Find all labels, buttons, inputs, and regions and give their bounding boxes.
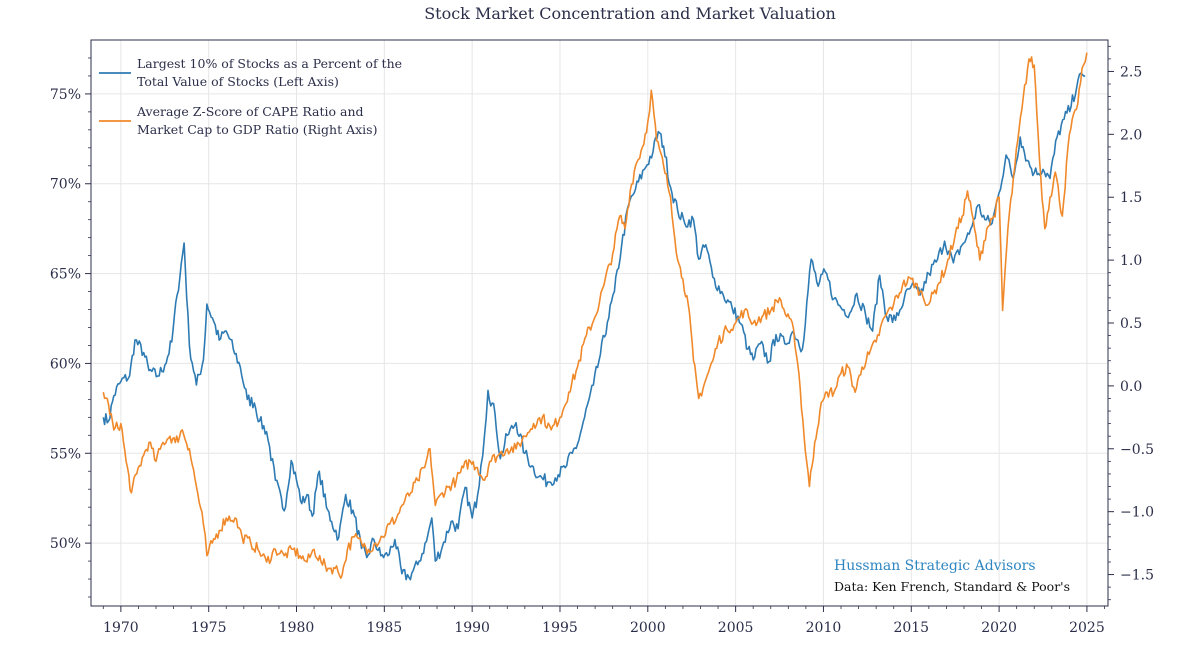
right-tick-label: −1.5 bbox=[1120, 568, 1154, 584]
left-tick-label: 55% bbox=[50, 446, 81, 462]
left-tick-label: 75% bbox=[50, 87, 81, 103]
x-tick-label: 2005 bbox=[718, 620, 754, 636]
right-tick-label: 0.5 bbox=[1120, 316, 1142, 332]
x-tick-label: 2000 bbox=[630, 620, 666, 636]
x-tick-label: 1990 bbox=[454, 620, 490, 636]
left-tick-label: 70% bbox=[50, 177, 81, 193]
right-tick-label: −0.5 bbox=[1120, 442, 1154, 458]
right-tick-label: 1.0 bbox=[1120, 253, 1142, 269]
x-tick-label: 1995 bbox=[542, 620, 578, 636]
x-tick-label: 1975 bbox=[191, 620, 227, 636]
grid bbox=[91, 40, 1108, 606]
x-tick-label: 1980 bbox=[279, 620, 315, 636]
x-tick-label: 2010 bbox=[806, 620, 842, 636]
x-tick-label: 2025 bbox=[1069, 620, 1105, 636]
x-axis: 1970 1975 1980 1985 1990 1995 2000 2005 2010 2015… bbox=[102, 606, 1105, 636]
series-layer bbox=[102, 52, 1088, 581]
right-tick-label: 2.5 bbox=[1120, 64, 1142, 80]
legend-label: Market Cap to GDP Ratio (Right Axis) bbox=[137, 122, 377, 137]
right-tick-label: 1.5 bbox=[1120, 190, 1142, 206]
legend-label: Average Z-Score of CAPE Ratio and bbox=[136, 104, 364, 119]
left-axis: 50% 55% 60% 65% 70% 75% bbox=[50, 57, 91, 598]
legend: Largest 10% of Stocks as a Percent of th… bbox=[99, 56, 402, 137]
right-axis: −1.5 −1.0 −0.5 0.0 0.5 1.0 1.5 2.0 2.5 bbox=[1108, 45, 1154, 601]
chart-title: Stock Market Concentration and Market Va… bbox=[424, 4, 836, 23]
x-tick-label: 1970 bbox=[103, 620, 139, 636]
credit-source: Data: Ken French, Standard & Poor's bbox=[834, 579, 1070, 594]
series-line-concentration bbox=[102, 72, 1086, 581]
credit-brand: Hussman Strategic Advisors bbox=[834, 558, 1036, 574]
left-tick-label: 50% bbox=[50, 536, 81, 552]
right-tick-label: −1.0 bbox=[1120, 505, 1154, 521]
series-line-valuation bbox=[102, 52, 1088, 579]
right-tick-label: 2.0 bbox=[1120, 127, 1142, 143]
legend-label: Largest 10% of Stocks as a Percent of th… bbox=[137, 56, 402, 71]
left-tick-label: 60% bbox=[50, 356, 81, 372]
x-tick-label: 2020 bbox=[981, 620, 1017, 636]
left-tick-label: 65% bbox=[50, 267, 81, 283]
right-tick-label: 0.0 bbox=[1120, 379, 1142, 395]
x-tick-label: 2015 bbox=[893, 620, 929, 636]
x-tick-label: 1985 bbox=[367, 620, 403, 636]
legend-label: Total Value of Stocks (Left Axis) bbox=[137, 74, 339, 89]
